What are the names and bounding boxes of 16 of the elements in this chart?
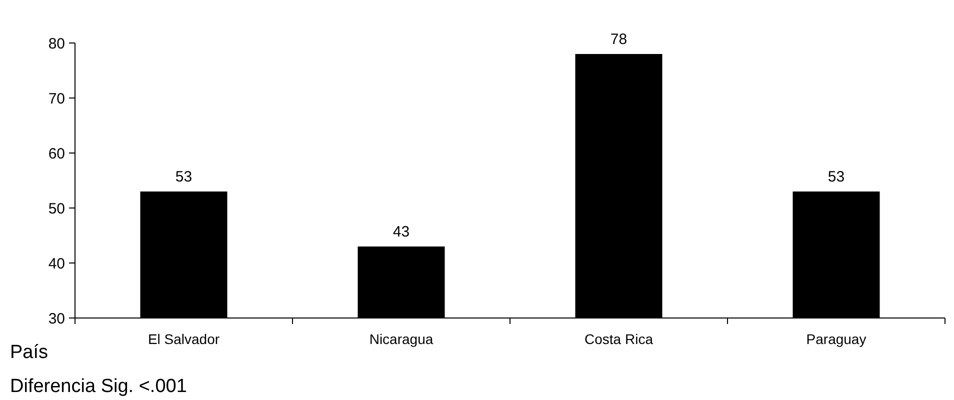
y-tick-label: 30	[48, 310, 65, 328]
x-tick-label: Nicaragua	[369, 331, 434, 347]
x-tick-label: El Salvador	[148, 331, 220, 347]
y-tick-label: 60	[48, 145, 65, 162]
x-axis-title: País	[10, 342, 48, 363]
x-tick-label: Paraguay	[806, 331, 866, 347]
data-label: 53	[175, 168, 192, 186]
y-tick-label: 40	[48, 255, 65, 272]
y-tick-label: 70	[48, 90, 65, 108]
x-tick-label: Costa Rica	[584, 331, 654, 347]
y-tick-label: 50	[48, 200, 65, 218]
data-label: 53	[828, 168, 845, 186]
y-tick-label: 80	[48, 35, 65, 52]
data-label: 78	[610, 31, 628, 48]
text: Diferencia Sig. <.001	[10, 376, 187, 397]
data-label: 43	[392, 224, 410, 240]
